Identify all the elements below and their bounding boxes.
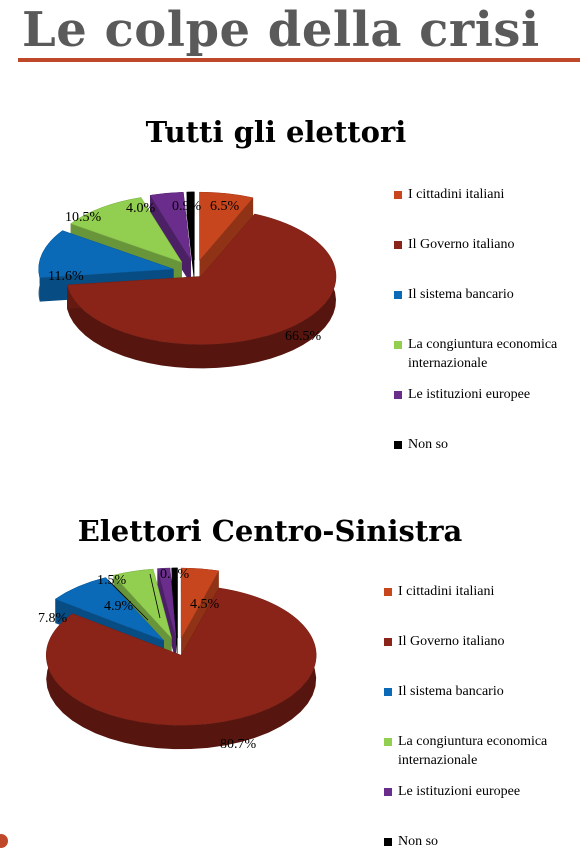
legend-label: I cittadini italiani <box>408 187 505 202</box>
data-label: 4.9% <box>104 599 134 614</box>
legend-label: Non so <box>408 437 449 452</box>
legend-label: Il sistema bancario <box>398 684 504 699</box>
data-label: 80.7% <box>220 737 257 752</box>
pie-slice <box>45 587 317 726</box>
data-label: 0.7% <box>160 567 190 582</box>
pie-slice <box>66 213 337 345</box>
page-title: Le colpe della crisi <box>22 2 540 58</box>
data-label: 10.5% <box>65 210 102 225</box>
pie-slice <box>186 191 195 260</box>
legend-swatch <box>394 391 402 399</box>
data-label: 7.8% <box>38 611 68 626</box>
legend-label: Il Governo italiano <box>398 634 505 649</box>
legend-label: Le istituzioni europee <box>398 784 521 799</box>
data-label: 0.9% <box>172 199 202 214</box>
legend-swatch <box>384 638 392 646</box>
legend-label: La congiuntura economica internazionale <box>408 337 558 371</box>
legend-swatch <box>384 738 392 746</box>
legend-swatch <box>384 688 392 696</box>
pie-slice <box>157 567 177 639</box>
legend-swatch <box>394 341 402 349</box>
pie-slice <box>70 197 183 263</box>
pie-slice <box>171 567 178 638</box>
chart-title: Tutti gli elettori <box>145 115 407 149</box>
data-label: 11.6% <box>48 269 84 284</box>
data-label: 6.5% <box>210 199 240 214</box>
pie-slice <box>54 577 165 641</box>
pie-slice <box>113 568 172 639</box>
data-label: 1.5% <box>97 573 127 588</box>
pie-slice <box>38 230 174 278</box>
legend-swatch <box>384 838 392 846</box>
legend-label: I cittadini italiani <box>398 584 495 599</box>
legend-label: Le istituzioni europee <box>408 387 531 402</box>
legend-label: Non so <box>398 834 439 849</box>
data-label: 4.5% <box>190 597 220 612</box>
pie-chart-area: 4.5% 80.7% 7.8% 4.9% 1.5% 0.7% <box>38 567 317 752</box>
legend-label: La congiuntura economica internazionale <box>398 734 548 768</box>
legend-swatch <box>384 788 392 796</box>
data-label: 4.0% <box>126 201 156 216</box>
legend-swatch <box>394 241 402 249</box>
legend-swatch <box>394 441 402 449</box>
legend-swatch <box>394 291 402 299</box>
legend-swatch <box>384 588 392 596</box>
pie-slice <box>149 191 192 261</box>
pie-slice <box>199 191 254 261</box>
chart-title: Elettori Centro-Sinistra <box>77 514 463 548</box>
title-divider <box>18 58 580 62</box>
leader-line <box>107 579 149 621</box>
legend-label: Il Governo italiano <box>408 237 515 252</box>
legend-swatch <box>394 191 402 199</box>
pie-slice <box>180 567 220 639</box>
leader-line <box>149 573 161 619</box>
pie-chart-area: 6.5% 66.5% 11.6% 10.5% 4.0% 0.9% <box>38 191 337 369</box>
data-label: 66.5% <box>285 329 322 344</box>
legend-label: Il sistema bancario <box>408 287 514 302</box>
slide-corner-mark <box>0 834 8 848</box>
